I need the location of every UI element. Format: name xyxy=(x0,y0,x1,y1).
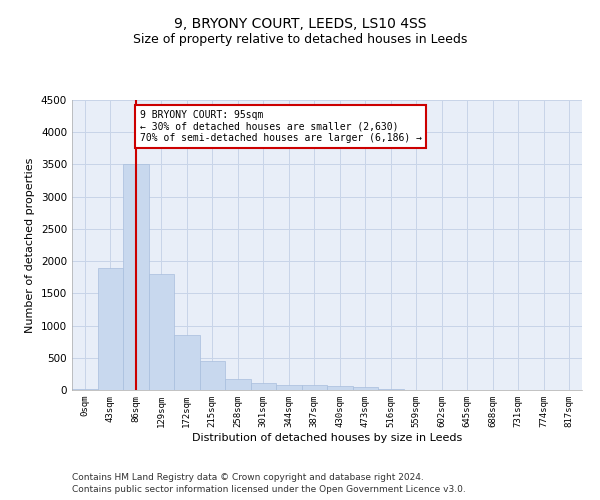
Bar xyxy=(123,164,149,390)
Text: Size of property relative to detached houses in Leeds: Size of property relative to detached ho… xyxy=(133,32,467,46)
Bar xyxy=(72,388,97,390)
Bar xyxy=(174,335,199,390)
Y-axis label: Number of detached properties: Number of detached properties xyxy=(25,158,35,332)
Bar xyxy=(251,383,276,390)
Bar xyxy=(149,274,174,390)
Text: 9 BRYONY COURT: 95sqm
← 30% of detached houses are smaller (2,630)
70% of semi-d: 9 BRYONY COURT: 95sqm ← 30% of detached … xyxy=(140,110,422,143)
Bar xyxy=(327,386,353,390)
Text: Contains HM Land Registry data © Crown copyright and database right 2024.: Contains HM Land Registry data © Crown c… xyxy=(72,472,424,482)
Text: 9, BRYONY COURT, LEEDS, LS10 4SS: 9, BRYONY COURT, LEEDS, LS10 4SS xyxy=(174,18,426,32)
X-axis label: Distribution of detached houses by size in Leeds: Distribution of detached houses by size … xyxy=(192,432,462,442)
Bar xyxy=(276,385,302,390)
Bar xyxy=(199,361,225,390)
Text: Contains public sector information licensed under the Open Government Licence v3: Contains public sector information licen… xyxy=(72,485,466,494)
Bar xyxy=(302,386,327,390)
Bar xyxy=(225,380,251,390)
Bar xyxy=(97,268,123,390)
Bar xyxy=(353,387,378,390)
